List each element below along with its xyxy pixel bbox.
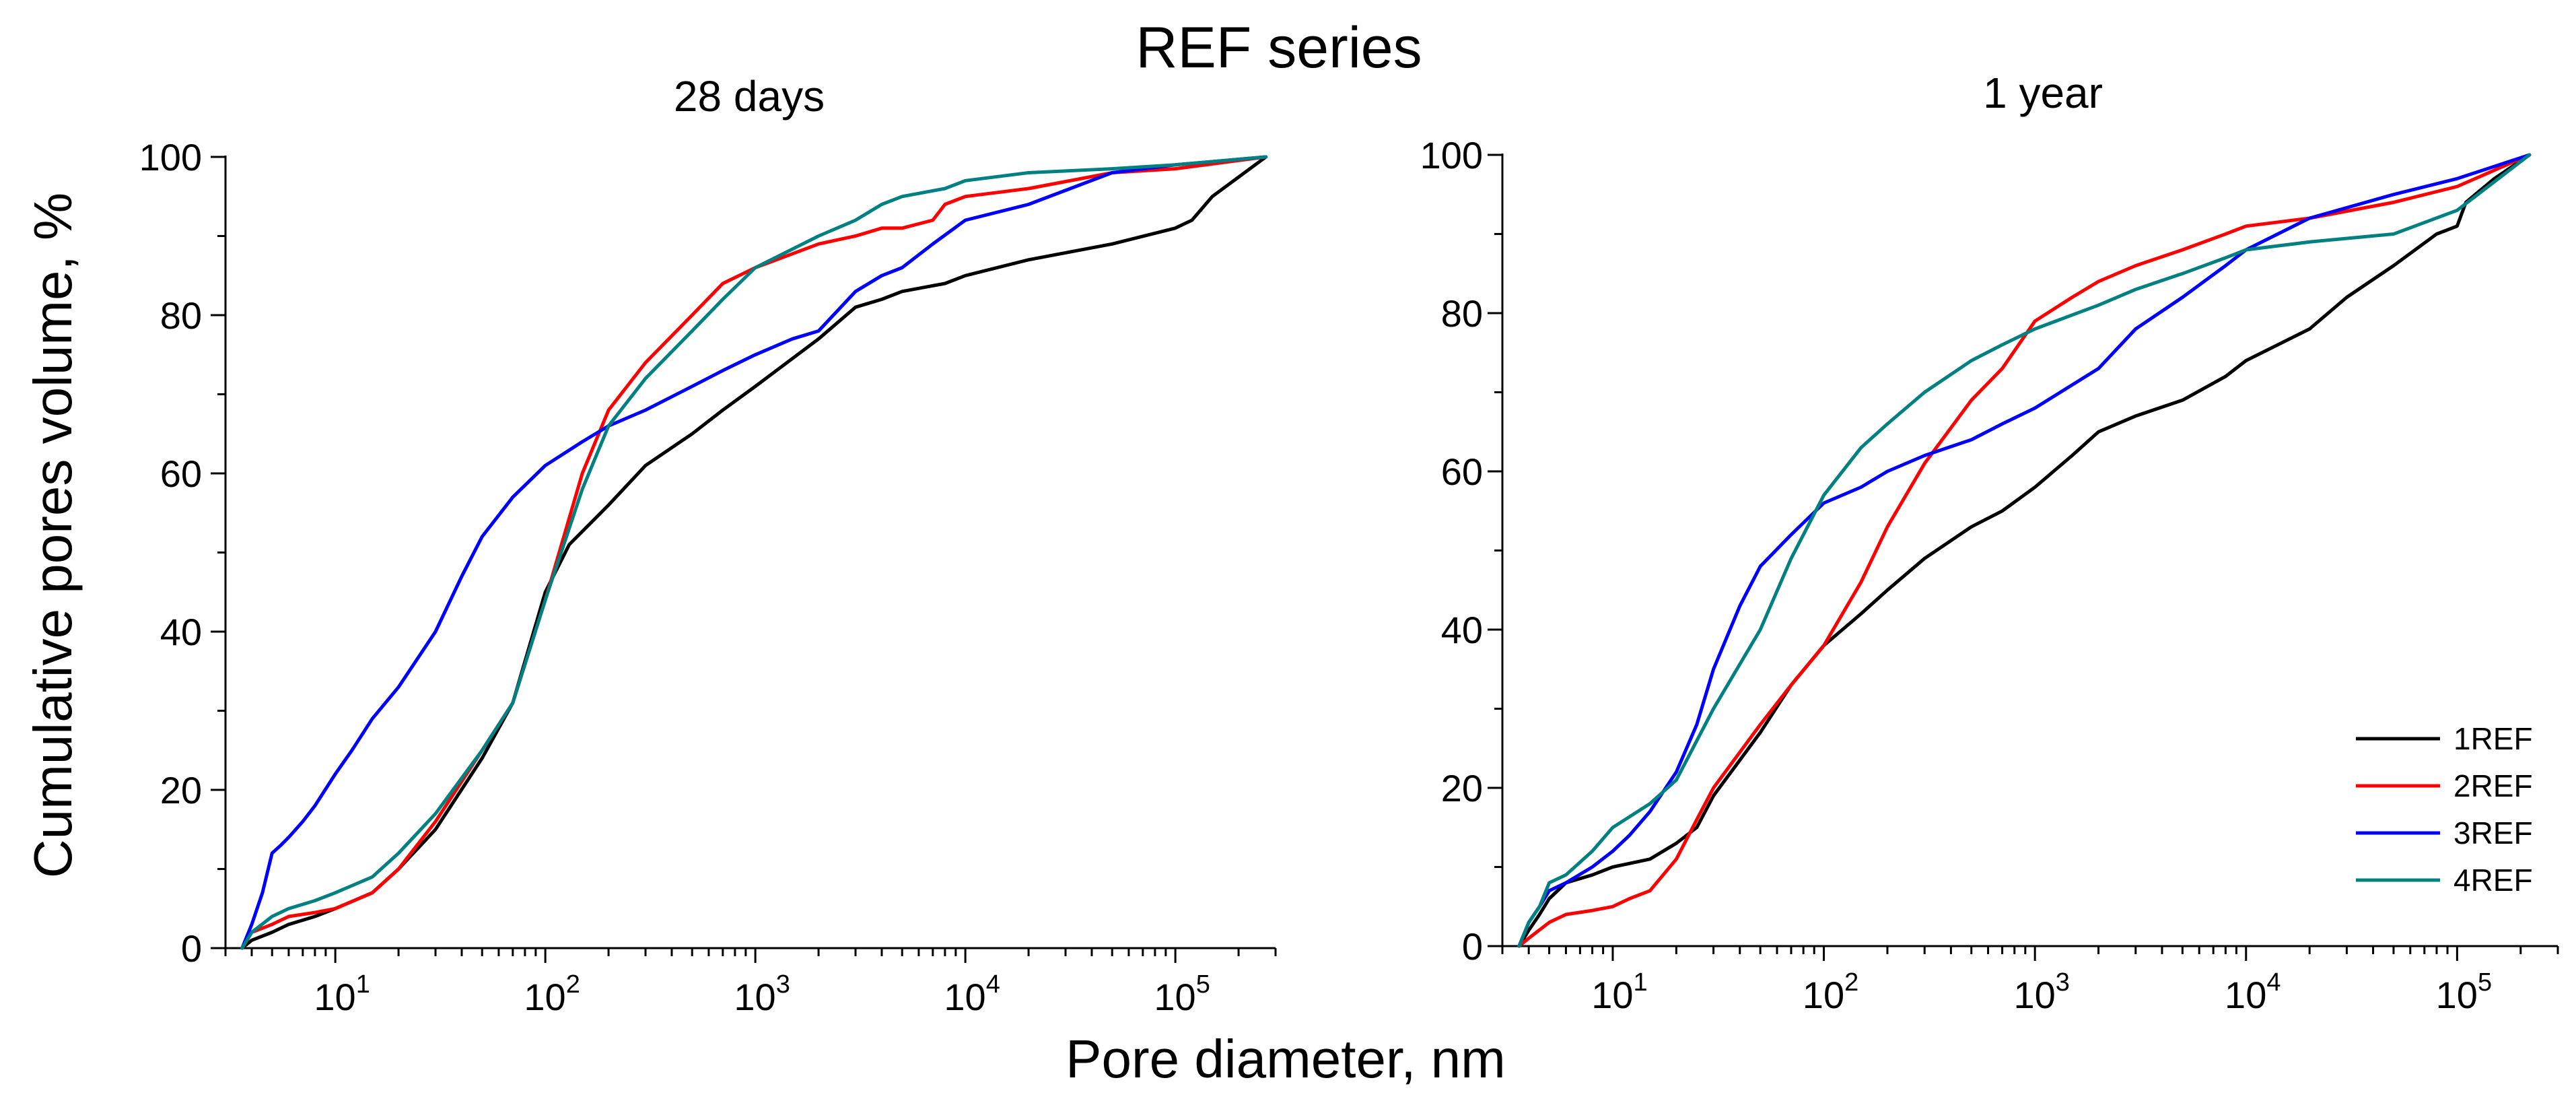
panel-title-1-year: 1 year (1983, 69, 2103, 117)
series-line-1REF (1517, 153, 2532, 948)
legend-label-3REF: 3REF (2453, 815, 2533, 850)
series-line-4REF (240, 155, 1268, 950)
y-tick-label: 80 (160, 294, 202, 337)
y-tick-label: 60 (160, 453, 202, 495)
x-tick-label: 105 (2436, 968, 2492, 1016)
legend-label-1REF: 1REF (2453, 721, 2533, 756)
y-tick-label: 0 (1462, 925, 1483, 968)
x-tick-label: 104 (944, 970, 1000, 1018)
x-tick-label: 105 (1154, 970, 1210, 1018)
x-tick-label: 102 (524, 970, 580, 1018)
legend: 1REF 2REF 3REF 4REF (2356, 721, 2533, 898)
x-tick-label: 101 (1591, 968, 1647, 1016)
legend-entry-1REF: 1REF (2356, 721, 2533, 756)
x-axis-label: Pore diameter, nm (1066, 1029, 1506, 1089)
y-tick-label: 100 (1420, 134, 1483, 176)
panel-1-year: 1 year 0 20 40 60 80 100 101 102 103 104 105 (1420, 69, 2559, 1016)
legend-label-2REF: 2REF (2453, 768, 2533, 803)
y-tick-label: 0 (181, 927, 202, 970)
legend-entry-3REF: 3REF (2356, 815, 2533, 850)
y-tick-label: 40 (1441, 609, 1483, 651)
legend-entry-4REF: 4REF (2356, 863, 2533, 898)
y-tick-label: 80 (1441, 292, 1483, 335)
y-axis-label: Cumulative pores volume, % (23, 193, 83, 878)
series-line-2REF (240, 155, 1268, 950)
x-tick-label: 101 (314, 970, 370, 1018)
series-line-3REF (1517, 153, 2532, 948)
figure-suptitle: REF series (1136, 15, 1422, 80)
y-tick-label: 40 (160, 611, 202, 653)
legend-entry-2REF: 2REF (2356, 768, 2533, 803)
series-line-4REF (1517, 153, 2532, 948)
x-tick-label: 103 (734, 970, 790, 1018)
panel-title-28-days: 28 days (674, 72, 825, 121)
series-line-3REF (240, 155, 1268, 950)
x-tick-label: 104 (2225, 968, 2281, 1016)
y-tick-label: 60 (1441, 450, 1483, 493)
y-tick-label: 20 (160, 769, 202, 811)
y-tick-label: 100 (139, 136, 202, 178)
series-line-2REF (1517, 153, 2532, 948)
y-tick-label: 20 (1441, 767, 1483, 809)
x-tick-label: 102 (1803, 968, 1858, 1016)
series-line-1REF (240, 155, 1268, 950)
panel-28-days: 28 days 0 20 40 60 80 100 101 102 103 104 105 (139, 72, 1277, 1018)
x-tick-label: 103 (2013, 968, 2069, 1016)
legend-label-4REF: 4REF (2453, 863, 2533, 898)
